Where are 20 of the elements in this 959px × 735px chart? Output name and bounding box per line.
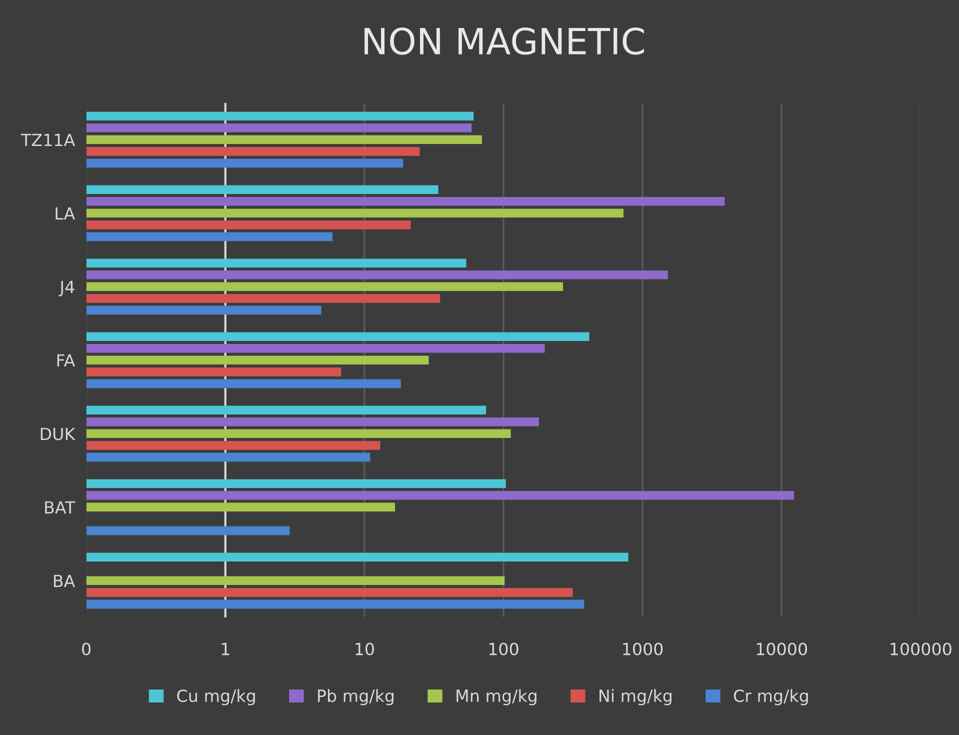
y-tick-label: LA <box>56 207 76 220</box>
x-tick-label: 100 <box>489 642 518 656</box>
y-tick-label: FA <box>57 354 76 366</box>
x-tick-label: 10 <box>356 642 374 656</box>
chart-title: NON MAGNETIC <box>364 27 644 55</box>
x-tick-label: 10000 <box>756 642 807 656</box>
y-tick-label: BA <box>54 574 76 587</box>
legend-label: Mn mg/kg <box>456 689 536 706</box>
x-tick-label: 1000 <box>623 642 663 656</box>
x-tick-label: 1 <box>222 642 230 656</box>
y-tick-label: BAT <box>45 501 76 514</box>
legend-label: Ni mg/kg <box>600 689 672 706</box>
y-tick-label: DUK <box>40 428 76 440</box>
legend-label: Cr mg/kg <box>734 689 808 706</box>
x-tick-label: 0 <box>82 642 91 656</box>
y-tick-label: TZ11A <box>20 134 76 146</box>
legend-label: Cu mg/kg <box>177 689 255 706</box>
x-tick-label: 100000 <box>890 642 952 656</box>
legend-label: Pb mg/kg <box>318 689 394 706</box>
y-tick-label: J4 <box>58 280 74 296</box>
